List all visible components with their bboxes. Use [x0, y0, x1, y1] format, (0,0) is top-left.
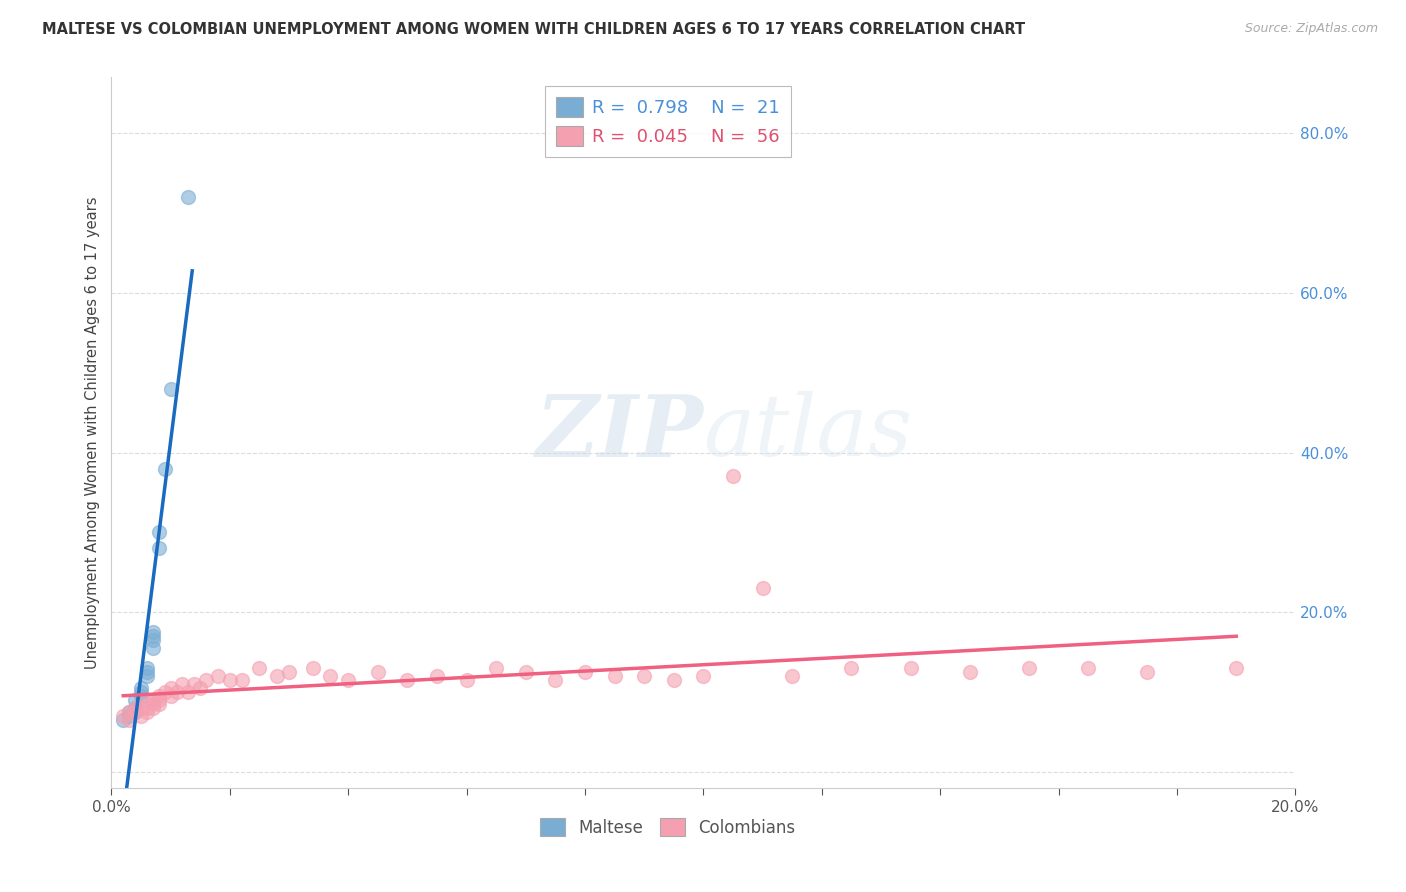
Point	[136, 701, 159, 715]
Point	[118, 705, 141, 719]
Point	[1077, 661, 1099, 675]
Point	[172, 677, 194, 691]
Point	[574, 665, 596, 679]
Point	[515, 665, 537, 679]
Point	[148, 689, 170, 703]
Point	[166, 685, 188, 699]
Point	[266, 669, 288, 683]
Text: atlas: atlas	[703, 392, 912, 474]
Point	[142, 641, 165, 656]
Point	[142, 629, 165, 643]
Point	[112, 713, 135, 727]
Legend: R =  0.798    N =  21, R =  0.045    N =  56: R = 0.798 N = 21, R = 0.045 N = 56	[546, 87, 790, 157]
Point	[396, 673, 419, 687]
Point	[278, 665, 301, 679]
Point	[337, 673, 360, 687]
Point	[662, 673, 685, 687]
Point	[900, 661, 922, 675]
Point	[633, 669, 655, 683]
Point	[129, 681, 152, 695]
Point	[603, 669, 626, 683]
Point	[142, 697, 165, 711]
Text: MALTESE VS COLOMBIAN UNEMPLOYMENT AMONG WOMEN WITH CHILDREN AGES 6 TO 17 YEARS C: MALTESE VS COLOMBIAN UNEMPLOYMENT AMONG …	[42, 22, 1025, 37]
Point	[231, 673, 253, 687]
Point	[136, 705, 159, 719]
Point	[118, 705, 141, 719]
Point	[136, 693, 159, 707]
Point	[124, 701, 146, 715]
Point	[188, 681, 211, 695]
Point	[112, 709, 135, 723]
Point	[124, 693, 146, 707]
Text: ZIP: ZIP	[536, 391, 703, 475]
Point	[142, 701, 165, 715]
Point	[485, 661, 508, 675]
Point	[142, 693, 165, 707]
Point	[129, 701, 152, 715]
Point	[136, 665, 159, 679]
Point	[148, 525, 170, 540]
Y-axis label: Unemployment Among Women with Children Ages 6 to 17 years: Unemployment Among Women with Children A…	[86, 196, 100, 669]
Point	[456, 673, 478, 687]
Point	[249, 661, 271, 675]
Text: Source: ZipAtlas.com: Source: ZipAtlas.com	[1244, 22, 1378, 36]
Point	[148, 541, 170, 556]
Point	[118, 709, 141, 723]
Point	[319, 669, 342, 683]
Point	[129, 709, 152, 723]
Point	[218, 673, 240, 687]
Point	[177, 190, 200, 204]
Point	[177, 685, 200, 699]
Point	[118, 713, 141, 727]
Point	[136, 669, 159, 683]
Point	[207, 669, 229, 683]
Point	[751, 581, 773, 595]
Point	[195, 673, 218, 687]
Point	[159, 681, 181, 695]
Point	[129, 689, 152, 703]
Point	[183, 677, 205, 691]
Point	[159, 382, 181, 396]
Point	[124, 705, 146, 719]
Point	[129, 685, 152, 699]
Point	[780, 669, 803, 683]
Point	[148, 697, 170, 711]
Point	[301, 661, 323, 675]
Point	[367, 665, 389, 679]
Point	[1225, 661, 1247, 675]
Point	[136, 661, 159, 675]
Point	[124, 701, 146, 715]
Point	[426, 669, 449, 683]
Point	[148, 693, 170, 707]
Point	[159, 689, 181, 703]
Point	[721, 469, 744, 483]
Point	[142, 633, 165, 648]
Point	[692, 669, 714, 683]
Point	[1136, 665, 1159, 679]
Point	[124, 705, 146, 719]
Point	[841, 661, 863, 675]
Point	[1018, 661, 1040, 675]
Point	[959, 665, 981, 679]
Point	[544, 673, 567, 687]
Point	[142, 625, 165, 640]
Point	[153, 461, 176, 475]
Point	[153, 685, 176, 699]
